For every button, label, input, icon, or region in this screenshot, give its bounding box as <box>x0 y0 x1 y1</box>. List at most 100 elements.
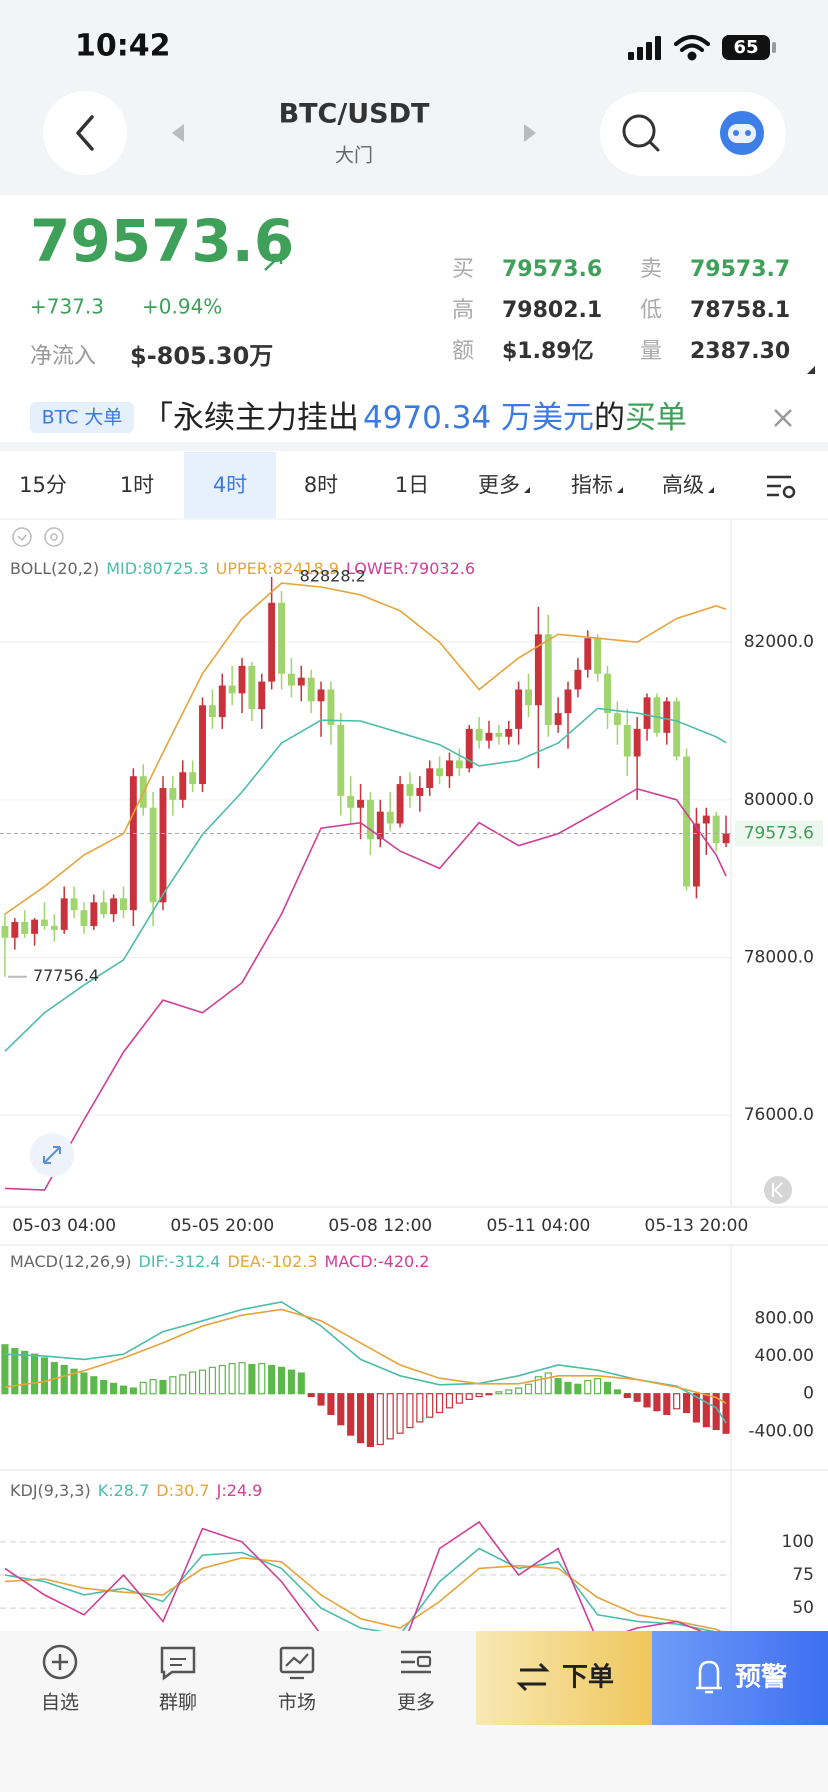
candle-body <box>337 724 345 796</box>
legend-name: DIF: <box>139 1252 169 1271</box>
chart-settings-button[interactable] <box>767 475 796 499</box>
interval-tab[interactable]: 1日 <box>395 473 429 497</box>
expand-marker[interactable] <box>807 366 815 374</box>
banner-tag: BTC 大单 <box>42 407 123 429</box>
macd-bar <box>70 1368 78 1395</box>
candle-body <box>673 701 681 757</box>
macd-bar <box>623 1393 631 1399</box>
chart-panel: 76000.0 78000.0 80000.0 82000.0 05-03 04:00 0… <box>0 559 823 1236</box>
macd-bar <box>258 1363 266 1395</box>
stat-label: 高 <box>452 298 474 323</box>
macd-bar <box>189 1371 197 1395</box>
interval-tab[interactable]: 15分 <box>19 473 67 497</box>
indicator-legend: MACD(12,26,9) DIF:-312.4 DEA:-102.3 MACD:-4… <box>10 1252 429 1271</box>
candle-body <box>327 689 335 725</box>
interval-tab[interactable]: 1时 <box>120 473 154 497</box>
candle-body <box>406 784 414 796</box>
nav-item[interactable]: 自选 <box>41 1644 79 1714</box>
next-pair-arrow[interactable] <box>524 124 536 142</box>
pair-title: BTC/USDT <box>279 99 430 130</box>
banner-tag-bg <box>30 402 134 433</box>
alert-button[interactable]: 预警 <box>652 1631 828 1725</box>
interval-tab[interactable]: 更多 <box>478 473 530 497</box>
fullscreen-button[interactable] <box>30 1133 74 1177</box>
candle-body <box>455 760 463 769</box>
interval-tab[interactable]: 8时 <box>304 473 338 497</box>
candle-body <box>663 701 671 733</box>
candle-body <box>258 681 266 710</box>
macd-bar <box>287 1369 295 1395</box>
macd-bar <box>584 1379 592 1395</box>
macd-bar <box>475 1393 483 1398</box>
tab-label: 15分 <box>19 473 67 497</box>
candle-body <box>297 677 305 686</box>
candle-body <box>683 756 691 887</box>
legend-name: LOWER: <box>346 559 409 578</box>
macd-bar <box>327 1393 335 1415</box>
search-button[interactable] <box>622 114 660 152</box>
macd-bar <box>485 1393 493 1396</box>
banner-side: 买单 <box>625 400 687 436</box>
plot-area <box>1 1301 730 1447</box>
banner-close[interactable] <box>774 409 792 427</box>
interval-tab[interactable]: 4时 <box>184 452 276 518</box>
candle-body <box>357 799 365 808</box>
y-tick-label: 400.00 <box>755 1346 814 1366</box>
candle-body <box>307 677 315 702</box>
interval-tab[interactable]: 指标 <box>571 473 623 497</box>
candle-body <box>376 811 384 840</box>
nav-item[interactable]: 市场 <box>278 1646 316 1714</box>
nav-label: 市场 <box>278 1692 316 1714</box>
macd-bar <box>307 1393 315 1398</box>
chart-toolbar[interactable] <box>12 527 64 547</box>
macd-bar <box>31 1353 39 1395</box>
legend-value: -420.2 <box>378 1252 430 1271</box>
candle-body <box>594 638 602 674</box>
macd-bar <box>21 1350 29 1395</box>
y-tick-label: 100 <box>782 1532 814 1552</box>
assistant-button[interactable] <box>720 111 764 155</box>
candle-body <box>218 685 226 718</box>
scroll-to-latest[interactable] <box>764 1176 792 1204</box>
order-button[interactable]: 下单 <box>476 1631 652 1725</box>
macd-bar <box>366 1393 375 1447</box>
macd-bar <box>40 1357 49 1395</box>
order-label: 下单 <box>562 1663 614 1693</box>
back-button[interactable] <box>43 91 127 175</box>
macd-bar <box>524 1383 533 1395</box>
macd-bar <box>218 1364 226 1395</box>
candle-body <box>238 665 246 694</box>
macd-bar <box>90 1376 98 1395</box>
tab-menu-marker <box>708 487 714 493</box>
macd-bar <box>574 1383 582 1395</box>
price-change-percent: +0.94% <box>142 295 222 319</box>
x-tick-label: 05-03 04:00 <box>12 1216 116 1236</box>
indicator-name: KDJ(9,3,3) <box>10 1481 91 1500</box>
macd-bar <box>682 1393 691 1414</box>
y-tick-label: 82000.0 <box>744 632 814 652</box>
macd-bar <box>515 1387 523 1395</box>
candle-body <box>31 919 39 934</box>
tab-label: 1日 <box>395 473 429 497</box>
candle-body <box>386 811 394 824</box>
macd-bar <box>544 1372 552 1395</box>
candle-body <box>633 728 641 757</box>
nav-item[interactable]: 更多 <box>397 1650 435 1714</box>
macd-bar <box>722 1393 730 1434</box>
y-tick-label: 800.00 <box>755 1308 814 1328</box>
stat-label: 低 <box>640 298 662 323</box>
prev-pair-arrow[interactable] <box>172 124 184 142</box>
nav-item[interactable]: 群聊 <box>159 1646 197 1714</box>
macd-bar <box>465 1393 473 1400</box>
interval-tab[interactable]: 高级 <box>662 473 714 497</box>
indicator-line <box>4 582 727 915</box>
macd-bar <box>238 1362 246 1395</box>
y-tick-label: 76000.0 <box>744 1105 814 1125</box>
legend-value: -312.4 <box>169 1252 221 1271</box>
macd-bar <box>673 1393 681 1410</box>
stat-value: 79573.7 <box>690 257 790 282</box>
macd-bar <box>436 1393 444 1414</box>
candle-body <box>11 922 19 938</box>
